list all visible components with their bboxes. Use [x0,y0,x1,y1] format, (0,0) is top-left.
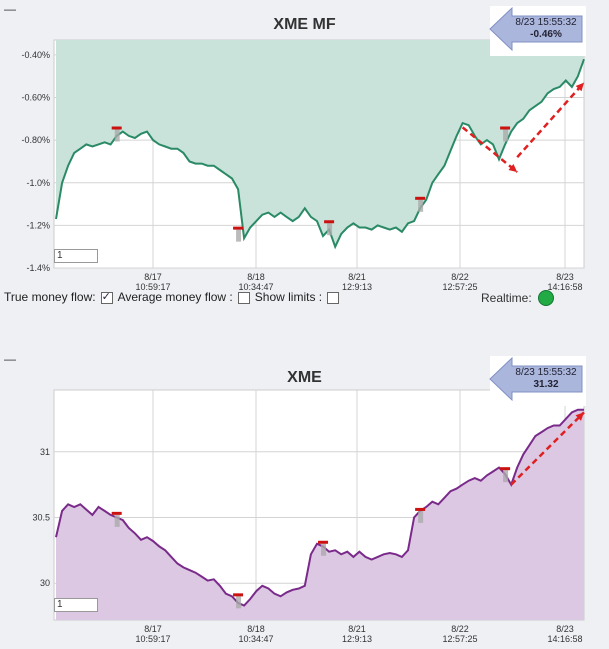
y-tick-label: 30.5 [32,512,50,522]
trend-arrow-head [575,82,584,92]
x-tick-date: 8/18 [247,624,265,634]
chart-title-price: XME [287,369,322,386]
marker-stem [236,229,242,242]
marker-flag [233,226,244,230]
x-tick-date: 8/23 [556,624,574,634]
marker-flag [415,507,426,511]
x-tick-date: 8/17 [144,624,162,634]
marker-stem [236,596,242,609]
x-tick-time: 12:57:25 [442,634,477,644]
y-tick-label: -0.60% [21,93,50,103]
true-mf-label: True money flow: [4,290,96,304]
avg-mf-checkbox[interactable] [237,292,250,304]
x-tick-date: 8/21 [348,272,366,282]
money-flow-chart[interactable]: -0.40%-0.60%-0.80%-1.0%-1.2%-1.4%8/1710:… [0,0,609,292]
marker-flag [500,126,511,130]
panel-dash: — [4,2,16,16]
marker-flag [111,511,122,515]
x-tick-time: 12:57:25 [442,282,477,292]
callout-value: 31.32 [533,379,558,390]
callout-arrow-icon [489,6,583,52]
x-tick-time: 10:59:17 [135,634,170,644]
trend-arrow-head [508,163,518,173]
marker-stem [503,470,509,483]
marker-flag [415,196,426,200]
chart-title-mf: XME MF [273,16,336,33]
marker-stem [114,129,120,142]
y-tick-label: -1.4% [26,263,50,273]
x-tick-time: 10:34:47 [238,282,273,292]
realtime-label: Realtime: [481,291,532,305]
trend-arrow-line [461,126,519,174]
x-tick-date: 8/22 [451,624,469,634]
trend-arrow-line [510,411,585,486]
marker-flag [500,467,511,471]
marker-stem [321,543,327,556]
show-limits-checkbox[interactable] [327,292,340,304]
realtime-indicator: Realtime: [481,290,554,306]
marker-stem [418,510,424,523]
marker-flag [111,126,122,130]
zoom-input-mf[interactable]: 1 [54,249,98,263]
x-tick-time: 10:34:47 [238,634,273,644]
y-tick-label: -1.2% [26,220,50,230]
y-tick-label: -1.0% [26,178,50,188]
marker-flag [318,540,329,544]
marker-flag [324,220,335,224]
marker-stem [418,199,424,212]
series-line [55,58,585,250]
realtime-status-icon[interactable] [537,290,554,306]
callout-value: -0.46% [530,29,562,40]
x-tick-time: 14:16:58 [547,634,582,644]
zoom-input-price[interactable]: 1 [54,598,98,612]
panel-dash: — [4,352,16,366]
x-tick-date: 8/23 [556,272,574,282]
show-limits-label: Show limits : [254,290,323,304]
x-tick-time: 14:16:58 [547,282,582,292]
marker-flag [233,593,244,597]
x-tick-date: 8/17 [144,272,162,282]
y-tick-label: 31 [40,447,50,457]
chart-controls: True money flow: Average money flow : Sh… [4,290,342,304]
x-tick-time: 12:9:13 [342,282,372,292]
true-mf-checkbox[interactable] [100,290,113,304]
x-tick-time: 12:9:13 [342,634,372,644]
x-tick-date: 8/18 [247,272,265,282]
callout-time: 8/23 15:55:32 [515,367,577,378]
y-tick-label: -0.40% [21,50,50,60]
series-area [56,409,584,620]
trend-arrow-line [516,81,585,159]
y-tick-label: 30 [40,578,50,588]
avg-mf-label: Average money flow : [117,290,233,304]
x-tick-date: 8/22 [451,272,469,282]
trend-arrow-head [575,412,584,421]
marker-stem [327,223,333,236]
y-tick-label: -0.80% [21,135,50,145]
marker-stem [114,514,120,527]
x-tick-time: 10:59:17 [135,282,170,292]
series-line [55,408,584,607]
series-area [56,40,584,247]
callout-time: 8/23 15:55:32 [515,17,577,28]
marker-stem [503,129,509,142]
callout-arrow-icon [489,356,583,402]
x-tick-date: 8/21 [348,624,366,634]
